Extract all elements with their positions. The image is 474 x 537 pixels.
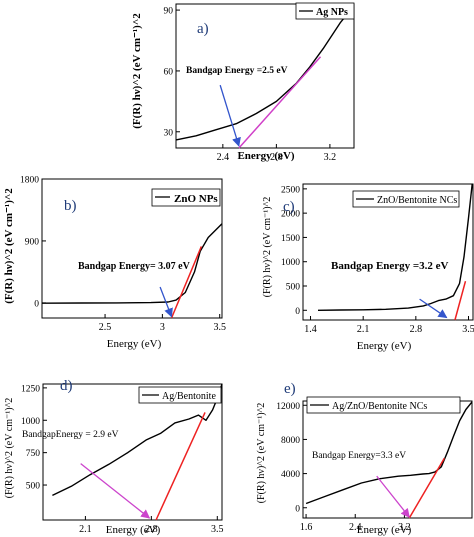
plot-frame bbox=[302, 183, 474, 321]
x-tick-label: 3.5 bbox=[211, 524, 224, 535]
legend-box bbox=[352, 190, 460, 208]
bandgap-annotation: Bandgap Energy =2.5 eV bbox=[186, 66, 288, 76]
x-axis-label: Energy (eV) bbox=[357, 524, 412, 536]
x-tick-label: 2.4 bbox=[349, 522, 362, 533]
y-tick-label: 0 bbox=[295, 307, 300, 317]
legend-label: Ag/Bentonite bbox=[162, 391, 216, 402]
y-tick-label: 500 bbox=[26, 482, 41, 492]
panel-b: 2.5 3 3.5 0 900 1800 b) (F(R) hν)^2 (eV cm⁻¹)… bbox=[3, 176, 226, 351]
legend-label: ZnO/Bentonite NCs bbox=[377, 195, 457, 206]
y-tick-label: 4000 bbox=[281, 470, 300, 480]
panel-label: e) bbox=[284, 381, 296, 397]
legend-box bbox=[295, 2, 355, 20]
legend: Ag/ZnO/Bentonite NCs bbox=[306, 396, 461, 414]
tangent-line bbox=[170, 246, 203, 319]
legend: Ag/Bentonite bbox=[138, 386, 222, 404]
y-axis-label: (F(R) hν)^2 (eV cm⁻¹)^2 bbox=[4, 398, 15, 499]
y-tick-label: 1250 bbox=[21, 384, 40, 394]
bandgap-arrow bbox=[376, 475, 410, 518]
y-tick-label: 90 bbox=[164, 7, 174, 17]
x-axis-label: Energy (eV) bbox=[237, 150, 294, 162]
x-axis-label: Energy (eV) bbox=[106, 524, 161, 536]
x-tick-label: 2.8 bbox=[145, 524, 158, 535]
y-tick-label: 1000 bbox=[281, 258, 300, 268]
y-tick-label: 2000 bbox=[281, 210, 300, 220]
plot-frame bbox=[175, 3, 355, 149]
x-axis-label: Energy (eV) bbox=[107, 338, 162, 350]
y-tick-label: 0 bbox=[34, 299, 39, 309]
legend-label: ZnO NPs bbox=[174, 193, 218, 205]
legend: ZnO/Bentonite NCs bbox=[352, 190, 460, 208]
panel-label: a) bbox=[197, 21, 209, 37]
panel-c: 1.4 2.1 2.8 3.5 0 500 1000 1500 2000 2500 c) (F(R… bbox=[262, 183, 474, 352]
x-tick-label: 2.1 bbox=[79, 524, 92, 535]
y-tick-label: 2500 bbox=[281, 185, 300, 195]
x-tick-label: 3.2 bbox=[398, 522, 411, 533]
series-line bbox=[317, 183, 473, 311]
series-line bbox=[305, 401, 473, 505]
bandgap-arrow bbox=[219, 84, 241, 147]
x-tick-label: 1.6 bbox=[300, 522, 313, 533]
y-axis-label: (F(R) hν)^2 (eV cm⁻¹)^2 bbox=[131, 13, 143, 129]
x-tick-label: 3.2 bbox=[324, 152, 337, 163]
x-tick-label: 2.1 bbox=[357, 324, 370, 335]
legend-box bbox=[306, 396, 461, 414]
legend: ZnO NPs bbox=[151, 188, 221, 207]
y-tick-label: 30 bbox=[164, 128, 174, 138]
y-tick-label: 1800 bbox=[20, 176, 39, 186]
x-tick-label: 3.5 bbox=[213, 322, 226, 333]
legend-label: Ag NPs bbox=[316, 7, 348, 18]
x-tick-label: 3.5 bbox=[462, 324, 474, 335]
panel-label: d) bbox=[60, 378, 73, 394]
bandgap-annotation: Bandgap Energy= 3.07 eV bbox=[78, 261, 191, 272]
panel-d: 2.1 2.8 3.5 500 750 1000 1250 d) (F(R) hν)^2 (… bbox=[4, 378, 224, 536]
plot-area: 1.4 2.1 2.8 3.5 0 500 1000 1500 2000 2500 bbox=[281, 183, 474, 335]
y-axis-label: (F(R) hν)^2 (eV cm⁻¹)^2 bbox=[262, 197, 273, 298]
y-axis-label: (F(R) hν)^2 (eV cm⁻¹)^2 bbox=[3, 188, 15, 304]
y-tick-label: 12000 bbox=[276, 402, 300, 412]
plot-area: 2.4 2.8 3.2 30 60 90 bbox=[164, 3, 355, 163]
legend: Ag NPs bbox=[295, 2, 355, 20]
legend-box bbox=[151, 188, 221, 207]
x-tick-label: 3 bbox=[160, 322, 165, 333]
tangent-line bbox=[454, 280, 467, 321]
plot-frame bbox=[42, 383, 223, 521]
x-axis-label: Energy (eV) bbox=[357, 340, 412, 352]
bandgap-annotation: Bandgap Energy =3.2 eV bbox=[331, 260, 449, 272]
panel-label: c) bbox=[283, 199, 295, 215]
x-tick-label: 2.4 bbox=[217, 152, 230, 163]
tangent-line bbox=[238, 56, 322, 149]
x-tick-label: 2.5 bbox=[99, 322, 112, 333]
y-axis-label: (F(R) hν)^2 (eV cm⁻¹)^2 bbox=[256, 403, 267, 504]
y-tick-label: 0 bbox=[295, 504, 300, 514]
bandgap-arrow bbox=[419, 298, 448, 319]
x-tick-label: 2.8 bbox=[410, 324, 423, 335]
plot-frame bbox=[41, 178, 223, 319]
plot-area: 2.1 2.8 3.5 500 750 1000 1250 bbox=[21, 383, 224, 535]
y-tick-label: 500 bbox=[286, 283, 301, 293]
panel-a: 2.4 2.8 3.2 30 60 90 a) (F(R) hν)^2 (eV cm⁻¹)… bbox=[131, 2, 355, 163]
legend-label: Ag/ZnO/Bentonite NCs bbox=[332, 401, 427, 412]
x-tick-label: 1.4 bbox=[304, 324, 317, 335]
tangent-line bbox=[408, 457, 445, 519]
bandgap-arrow bbox=[80, 463, 151, 519]
y-tick-label: 8000 bbox=[281, 436, 300, 446]
panel-label: b) bbox=[64, 198, 77, 214]
y-tick-label: 1500 bbox=[281, 234, 300, 244]
x-tick-label: 2.8 bbox=[270, 152, 283, 163]
y-tick-label: 60 bbox=[164, 67, 174, 77]
legend-box bbox=[138, 386, 222, 404]
y-tick-label: 1000 bbox=[21, 417, 40, 427]
plot-area: 2.5 3 3.5 0 900 1800 bbox=[20, 176, 226, 334]
panel-e: 1.6 2.4 3.2 0 4000 8000 12000 e) (F(R) hν)^2 (… bbox=[256, 381, 473, 536]
plot-area: 1.6 2.4 3.2 0 4000 8000 12000 bbox=[276, 400, 473, 533]
tangent-line bbox=[155, 412, 206, 521]
y-tick-label: 900 bbox=[25, 237, 40, 247]
bandgap-arrow bbox=[159, 286, 173, 318]
bandgap-annotation: Bandgap Energy=3.3 eV bbox=[312, 451, 406, 461]
bandgap-annotation: BandgapEnergy = 2.9 eV bbox=[22, 430, 119, 440]
y-tick-label: 750 bbox=[26, 449, 41, 459]
